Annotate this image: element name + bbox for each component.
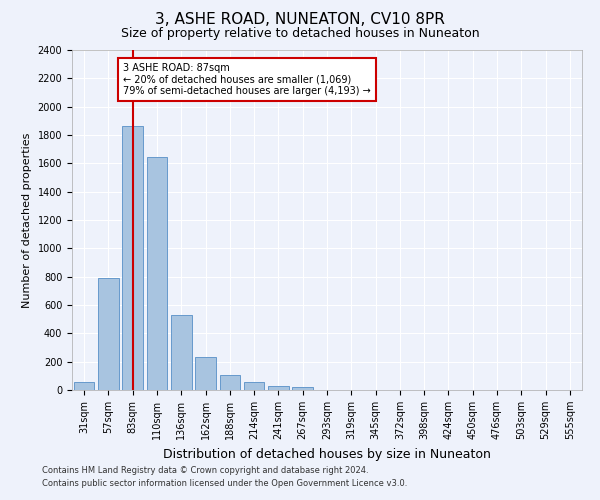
Bar [171, 315, 191, 390]
Y-axis label: Number of detached properties: Number of detached properties [22, 132, 32, 308]
Bar [195, 356, 216, 390]
Bar [122, 126, 143, 390]
Bar [146, 157, 167, 390]
Bar [74, 382, 94, 390]
Text: 3 ASHE ROAD: 87sqm
← 20% of detached houses are smaller (1,069)
79% of semi-deta: 3 ASHE ROAD: 87sqm ← 20% of detached hou… [123, 62, 371, 96]
Bar [98, 278, 119, 390]
Bar [244, 382, 265, 390]
Bar [220, 375, 240, 390]
Bar [268, 386, 289, 390]
Text: 3, ASHE ROAD, NUNEATON, CV10 8PR: 3, ASHE ROAD, NUNEATON, CV10 8PR [155, 12, 445, 28]
X-axis label: Distribution of detached houses by size in Nuneaton: Distribution of detached houses by size … [163, 448, 491, 460]
Text: Size of property relative to detached houses in Nuneaton: Size of property relative to detached ho… [121, 28, 479, 40]
Bar [292, 387, 313, 390]
Text: Contains HM Land Registry data © Crown copyright and database right 2024.
Contai: Contains HM Land Registry data © Crown c… [42, 466, 407, 487]
